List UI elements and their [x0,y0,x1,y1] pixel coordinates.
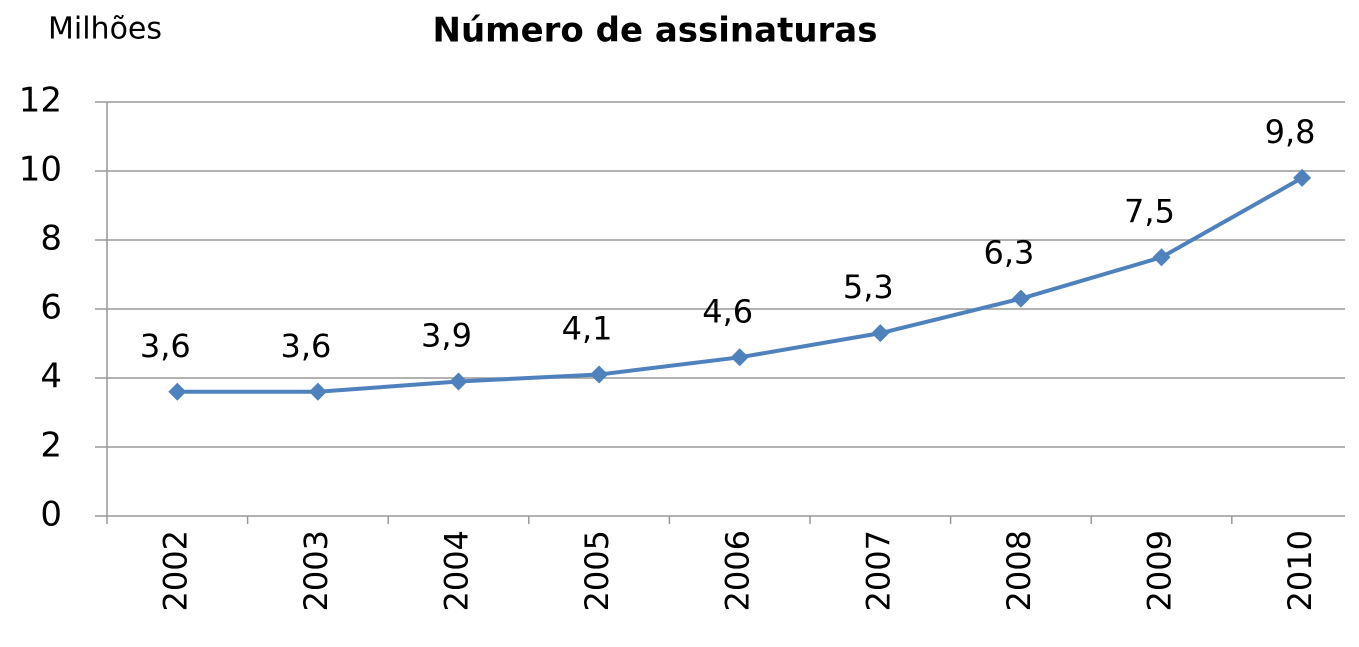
chart-title: Número de assinaturas [433,11,878,51]
y-tick-label: 6 [40,288,62,328]
y-tick-label: 10 [19,150,62,190]
marker [168,382,187,401]
x-tick-label: 2009 [1141,530,1179,611]
data-label: 3,9 [421,316,472,354]
marker [1152,248,1171,267]
x-tick-label: 2008 [1000,530,1038,611]
marker [590,365,609,384]
marker [1293,168,1312,187]
x-tick-label: 2007 [859,530,897,611]
y-tick-label: 0 [40,495,62,535]
data-label: 3,6 [280,327,331,365]
y-tick-label: 12 [19,81,62,121]
x-tick-label: 2010 [1281,530,1319,611]
marker [730,348,749,367]
y-tick-label: 4 [40,357,62,397]
y-tick-label: 8 [40,219,62,259]
y-axis-label: Milhões [48,12,162,47]
data-label: 5,3 [843,268,894,306]
x-tick-label: 2005 [578,530,616,611]
data-label: 4,6 [702,292,753,330]
data-label: 4,1 [562,310,613,348]
marker [1011,289,1030,308]
y-tick-label: 2 [40,426,62,466]
x-tick-label: 2002 [156,530,194,611]
x-tick-label: 2004 [438,530,476,611]
data-label: 6,3 [983,234,1034,272]
data-label: 7,5 [1124,192,1175,230]
marker [308,382,327,401]
marker [449,372,468,391]
x-tick-label: 2006 [719,530,757,611]
data-label: 3,6 [140,327,191,365]
x-tick-label: 2003 [297,530,335,611]
data-label: 9,8 [1265,113,1316,151]
marker [871,324,890,343]
